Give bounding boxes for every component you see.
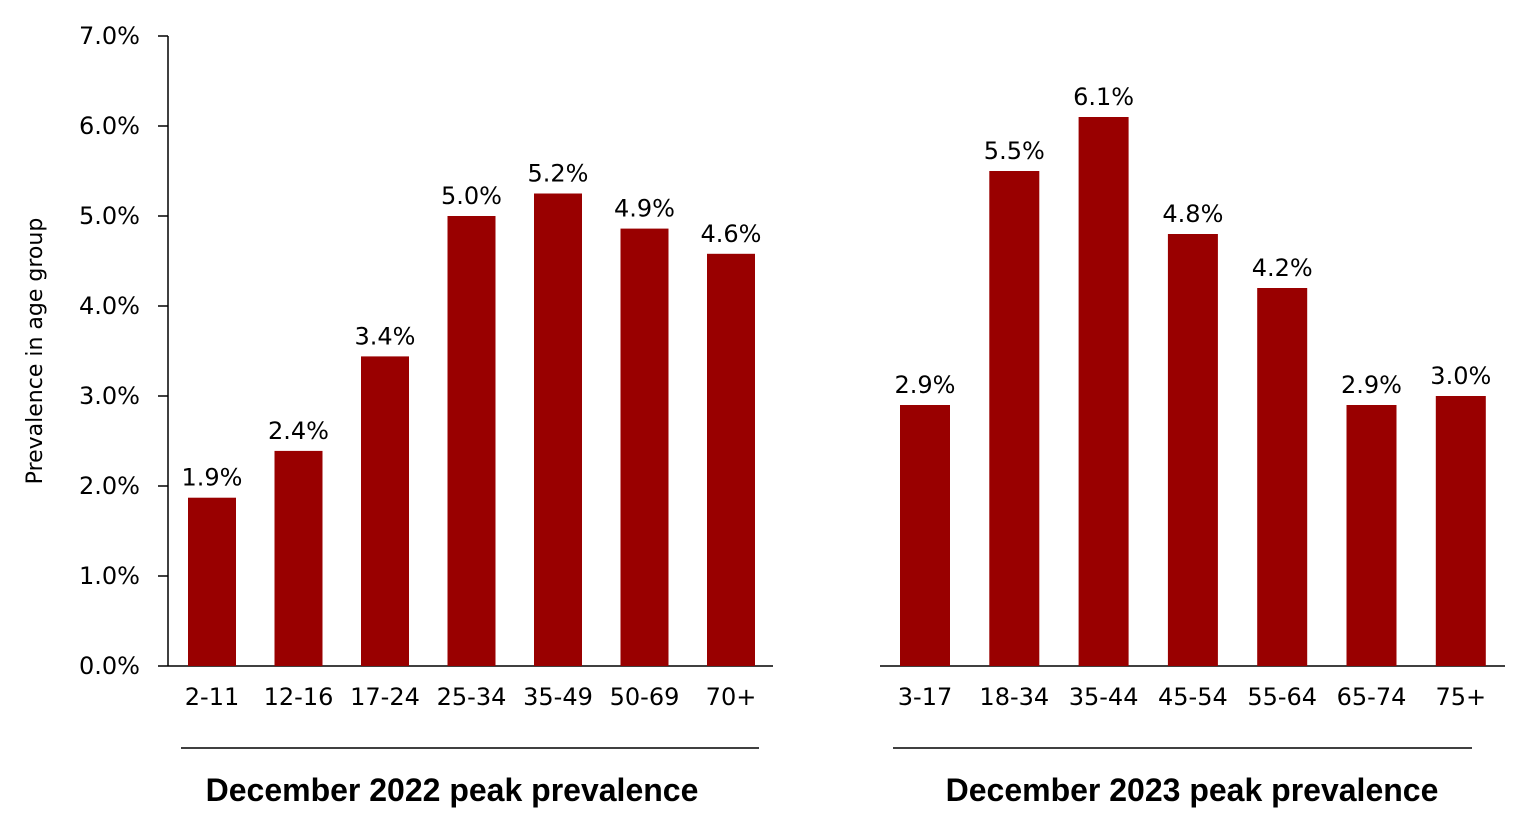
- y-tick-label: 6.0%: [79, 112, 140, 140]
- bar: [1167, 234, 1218, 666]
- data-label: 3.0%: [1430, 362, 1491, 390]
- bar: [188, 497, 236, 666]
- y-tick-label: 4.0%: [79, 292, 140, 320]
- bar: [620, 228, 669, 666]
- category-label: 2-11: [185, 683, 239, 711]
- y-tick-label: 5.0%: [79, 202, 140, 230]
- data-label: 5.5%: [984, 137, 1045, 165]
- group-title: December 2023 peak prevalence: [946, 772, 1439, 808]
- data-label: 6.1%: [1073, 83, 1134, 111]
- data-label: 4.6%: [701, 220, 762, 248]
- y-tick-label: 7.0%: [79, 22, 140, 50]
- data-label: 3.4%: [355, 322, 416, 350]
- data-label: 5.2%: [528, 160, 589, 188]
- data-label: 4.9%: [614, 195, 675, 223]
- category-label: 3-17: [898, 683, 952, 711]
- y-tick-label: 3.0%: [79, 382, 140, 410]
- bar: [534, 193, 582, 666]
- bar: [1257, 288, 1308, 666]
- data-label: 2.9%: [1341, 371, 1402, 399]
- category-label: 17-24: [350, 683, 420, 711]
- data-label: 4.8%: [1162, 200, 1223, 228]
- data-label: 4.2%: [1252, 254, 1313, 282]
- category-label: 75+: [1435, 683, 1486, 711]
- y-axis: 0.0% 1.0% 2.0% 3.0% 4.0% 5.0% 6.0% 7.0%: [79, 22, 169, 680]
- category-label: 35-44: [1069, 683, 1139, 711]
- bar: [1346, 405, 1397, 666]
- bar: [447, 216, 496, 666]
- data-label: 1.9%: [182, 464, 243, 492]
- bar: [1078, 117, 1129, 666]
- data-label: 5.0%: [441, 182, 502, 210]
- bar: [274, 450, 323, 666]
- bar: [989, 171, 1040, 666]
- bar: [707, 253, 755, 667]
- bar: [900, 405, 950, 666]
- bar: [1435, 396, 1486, 666]
- category-label: 12-16: [264, 683, 334, 711]
- panel-2022: 1.9% 2-11 2.4% 12-16 3.4% 17-24 5.0% 25-34 5.2% 3…: [168, 160, 773, 808]
- y-tick-label: 0.0%: [79, 652, 140, 680]
- category-label: 65-74: [1337, 683, 1407, 711]
- category-label: 35-49: [523, 683, 593, 711]
- group-title: December 2022 peak prevalence: [206, 772, 699, 808]
- category-label: 25-34: [437, 683, 507, 711]
- panel-2023: 2.9% 3-17 5.5% 18-34 6.1% 35-44 4.8% 45-54 4.2% 5…: [880, 83, 1505, 808]
- category-label: 18-34: [979, 683, 1049, 711]
- category-label: 50-69: [610, 683, 680, 711]
- y-tick-label: 2.0%: [79, 472, 140, 500]
- y-axis-title: Prevalence in age group: [23, 218, 48, 485]
- data-label: 2.4%: [268, 417, 329, 445]
- category-label: 55-64: [1247, 683, 1317, 711]
- bar: [361, 356, 409, 666]
- category-label: 45-54: [1158, 683, 1228, 711]
- y-tick-label: 1.0%: [79, 562, 140, 590]
- data-label: 2.9%: [895, 371, 956, 399]
- category-label: 70+: [706, 683, 757, 711]
